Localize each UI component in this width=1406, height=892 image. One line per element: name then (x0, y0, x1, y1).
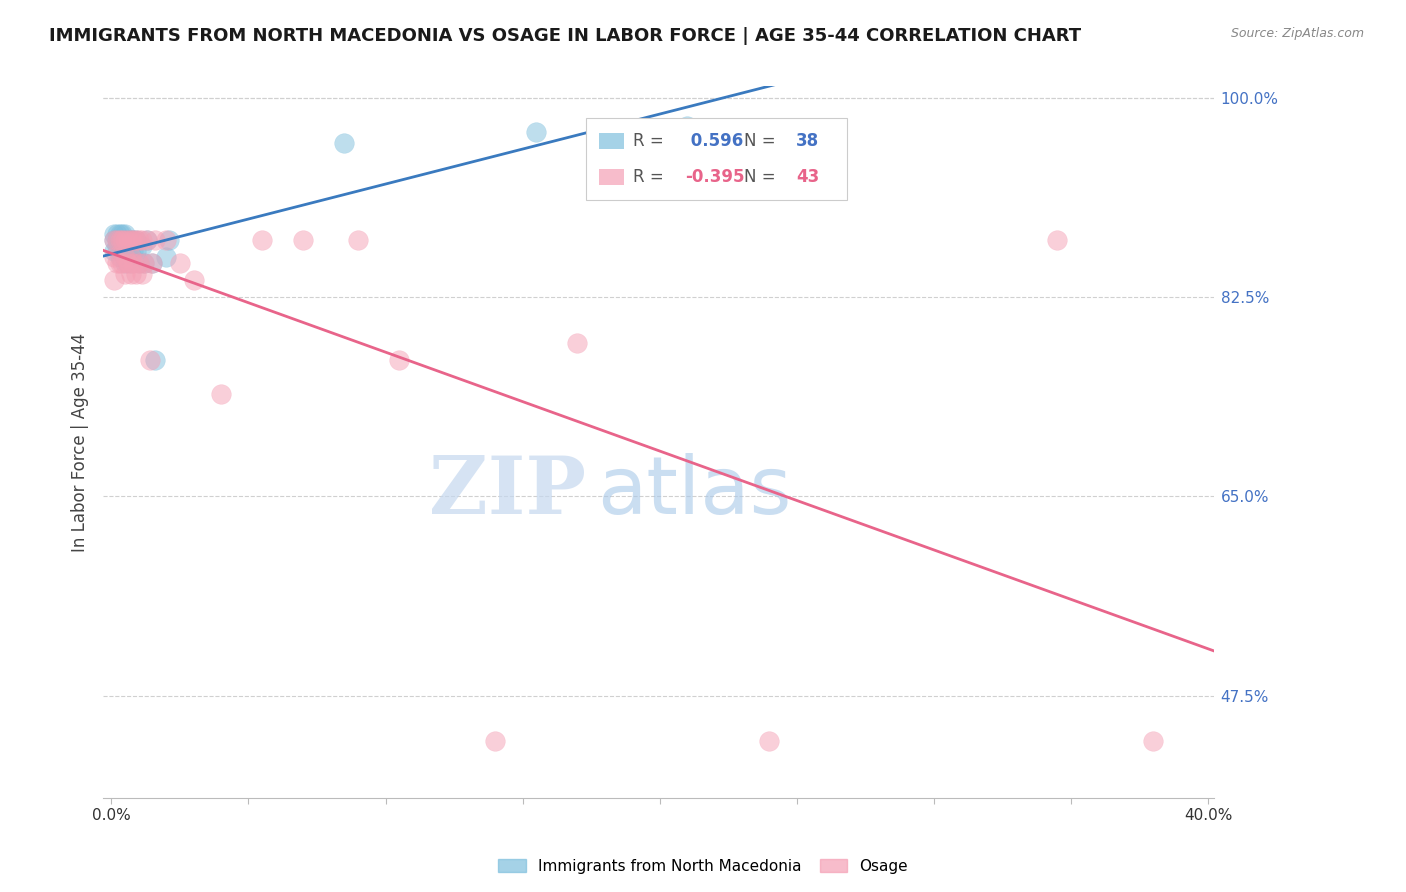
Point (103, 250, 125, 264)
Point (120, 248, 142, 262)
Point (157, 233, 180, 247)
Y-axis label: In Labor Force | Age 35-44: In Labor Force | Age 35-44 (72, 333, 89, 552)
Point (169, 256, 191, 270)
Point (136, 233, 159, 247)
Point (141, 256, 163, 270)
Point (183, 273, 205, 287)
Point (131, 233, 153, 247)
Point (108, 250, 131, 264)
Point (111, 233, 134, 247)
Point (209, 386, 232, 401)
Point (122, 256, 145, 270)
Point (108, 244, 131, 259)
Point (347, 233, 370, 247)
Point (120, 233, 142, 247)
Point (117, 250, 139, 264)
Bar (586, 119, 848, 200)
Point (292, 233, 315, 247)
Point (120, 233, 142, 247)
Text: 0.596: 0.596 (685, 132, 744, 150)
Point (105, 233, 128, 247)
Point (141, 256, 163, 270)
Bar (599, 133, 624, 149)
Text: ZIP: ZIP (429, 453, 586, 531)
Point (484, 734, 506, 748)
Point (128, 256, 150, 270)
Point (114, 233, 136, 247)
Text: 38: 38 (796, 132, 820, 150)
Text: R =: R = (633, 132, 669, 150)
Point (139, 352, 162, 367)
Point (143, 352, 166, 367)
Point (125, 267, 148, 281)
Bar (599, 169, 624, 185)
Point (134, 256, 156, 270)
Point (114, 244, 136, 259)
Point (1046, 233, 1069, 247)
Point (105, 256, 128, 270)
Point (125, 244, 148, 259)
Legend: Immigrants from North Macedonia, Osage: Immigrants from North Macedonia, Osage (492, 853, 914, 880)
Point (122, 233, 145, 247)
Point (108, 227, 131, 242)
Point (114, 233, 136, 247)
Point (114, 256, 136, 270)
Text: IMMIGRANTS FROM NORTH MACEDONIA VS OSAGE IN LABOR FORCE | AGE 35-44 CORRELATION : IMMIGRANTS FROM NORTH MACEDONIA VS OSAGE… (49, 27, 1081, 45)
Point (108, 256, 131, 270)
Point (117, 233, 139, 247)
Point (111, 233, 134, 247)
Point (120, 250, 142, 264)
Point (120, 256, 142, 270)
Point (105, 239, 128, 253)
Point (120, 267, 142, 281)
Text: atlas: atlas (598, 453, 792, 531)
Point (155, 250, 177, 264)
Point (108, 233, 131, 247)
Text: -0.395: -0.395 (685, 168, 745, 186)
Point (136, 233, 159, 247)
Point (567, 335, 589, 350)
Point (131, 267, 153, 281)
Point (108, 233, 131, 247)
Point (114, 250, 136, 264)
Point (103, 233, 125, 247)
Point (117, 244, 139, 259)
Point (122, 233, 145, 247)
Point (117, 256, 139, 270)
Point (114, 227, 136, 242)
Point (250, 233, 273, 247)
Point (524, 125, 547, 139)
Point (676, 119, 699, 133)
Point (111, 256, 134, 270)
Point (128, 256, 150, 270)
Point (103, 244, 125, 259)
Point (125, 233, 148, 247)
Point (105, 227, 128, 242)
Point (128, 233, 150, 247)
Point (1142, 734, 1164, 748)
Text: Source: ZipAtlas.com: Source: ZipAtlas.com (1230, 27, 1364, 40)
Text: N =: N = (744, 132, 780, 150)
Point (105, 233, 128, 247)
Point (125, 233, 148, 247)
Point (758, 734, 780, 748)
Point (114, 267, 136, 281)
Text: N =: N = (744, 168, 780, 186)
Point (333, 136, 356, 151)
Point (134, 256, 156, 270)
Point (143, 233, 166, 247)
Point (122, 244, 145, 259)
Point (388, 352, 411, 367)
Point (103, 233, 125, 247)
Point (111, 244, 134, 259)
Point (111, 227, 134, 242)
Point (131, 239, 153, 253)
Point (103, 227, 125, 242)
Text: R =: R = (633, 168, 669, 186)
Point (155, 233, 177, 247)
Text: 43: 43 (796, 168, 820, 186)
Point (103, 273, 125, 287)
Point (117, 233, 139, 247)
